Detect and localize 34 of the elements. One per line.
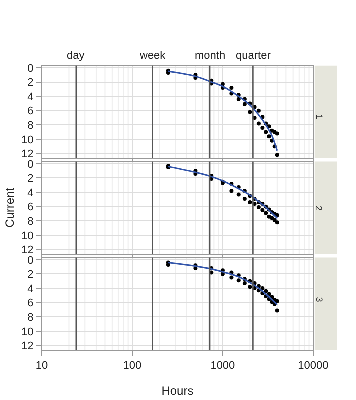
y-tick-label: 0	[28, 62, 34, 75]
y-tick-label: 10	[22, 134, 34, 146]
x-tick-label: 10000	[298, 360, 329, 372]
x-axis-title: Hours	[162, 384, 194, 398]
y-tick-label: 4	[28, 187, 34, 200]
y-tick-label: 6	[28, 106, 34, 118]
y-tick-label: 8	[28, 216, 34, 228]
y-tick-label: 0	[28, 158, 34, 171]
y-tick-label: 2	[28, 269, 34, 282]
ref-line-label: month	[195, 50, 226, 62]
y-tick-label: 10	[22, 230, 34, 242]
y-tick-label: 8	[28, 120, 34, 132]
y-tick-label: 8	[28, 312, 34, 324]
x-tick-label: 10	[36, 360, 48, 372]
y-tick-label: 12	[22, 244, 34, 257]
text: 3	[314, 297, 324, 302]
y-tick-label: 12	[22, 148, 34, 161]
x-tick-label: 1000	[210, 360, 236, 372]
y-tick-label: 2	[28, 173, 34, 186]
y-axis-title: Current	[2, 187, 17, 228]
y-tick-label: 12	[22, 340, 34, 353]
text: 2	[314, 206, 324, 211]
ref-line-label: quarter	[236, 50, 272, 62]
ref-line-label: day	[67, 50, 86, 62]
y-tick-label: 10	[22, 326, 34, 338]
y-tick-label: 6	[28, 202, 34, 214]
y-tick-label: 2	[28, 77, 34, 90]
x-tick-label: 100	[123, 360, 142, 372]
y-tick-label: 4	[28, 283, 34, 296]
ref-line-label: week	[139, 50, 166, 62]
y-tick-label: 0	[28, 254, 34, 267]
text: 1	[314, 114, 325, 120]
y-tick-label: 6	[28, 298, 34, 310]
y-tick-label: 4	[28, 91, 34, 104]
